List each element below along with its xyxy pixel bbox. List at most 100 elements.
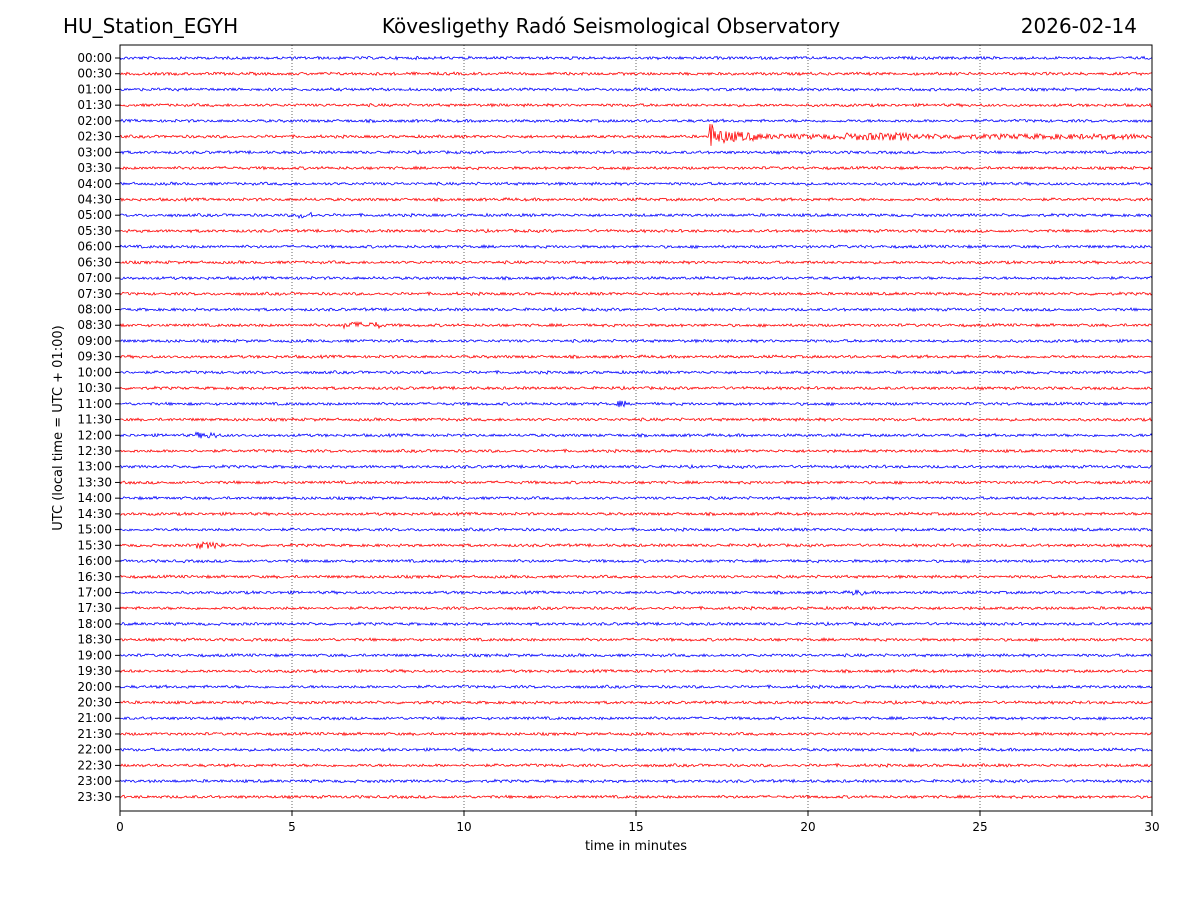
y-tick-label-03:30: 03:30 [77, 161, 112, 175]
y-tick-label-02:30: 02:30 [77, 130, 112, 144]
trace-15:00 [119, 526, 1153, 533]
trace-10:00 [119, 369, 1153, 375]
trace-06:00 [119, 243, 1153, 250]
y-tick-label-11:00: 11:00 [77, 397, 112, 411]
trace-18:30 [119, 636, 1153, 643]
trace-23:00 [119, 778, 1153, 784]
trace-02:00 [119, 118, 1153, 124]
x-tick-label-20: 20 [800, 820, 815, 834]
trace-16:30 [119, 574, 1153, 580]
y-tick-label-00:30: 00:30 [77, 67, 112, 81]
trace-21:30 [119, 731, 1153, 737]
y-tick-label-01:30: 01:30 [77, 98, 112, 112]
y-tick-label-03:00: 03:00 [77, 145, 112, 159]
y-tick-label-10:00: 10:00 [77, 365, 112, 379]
trace-05:00 [119, 211, 1153, 220]
x-axis-label: time in minutes [585, 839, 687, 854]
y-tick-label-04:30: 04:30 [77, 192, 112, 206]
y-tick-label-07:30: 07:30 [77, 287, 112, 301]
y-tick-label-12:00: 12:00 [77, 428, 112, 442]
trace-03:30 [119, 165, 1153, 171]
y-tick-label-16:30: 16:30 [77, 570, 112, 584]
y-tick-label-04:00: 04:00 [77, 177, 112, 191]
trace-17:00 [119, 589, 1153, 596]
trace-01:30 [119, 102, 1153, 108]
trace-11:30 [119, 417, 1153, 423]
y-tick-label-21:00: 21:00 [77, 711, 112, 725]
observatory-title: Kövesligethy Radó Seismological Observat… [381, 14, 841, 38]
y-tick-label-05:30: 05:30 [77, 224, 112, 238]
trace-14:30 [119, 511, 1153, 517]
trace-02:30 [119, 123, 1153, 146]
y-tick-label-17:30: 17:30 [77, 601, 112, 615]
trace-11:00 [119, 400, 1153, 408]
trace-19:30 [119, 668, 1153, 674]
x-tick-label-30: 30 [1144, 820, 1159, 834]
y-tick-label-20:00: 20:00 [77, 680, 112, 694]
trace-18:00 [119, 621, 1153, 627]
y-tick-label-22:00: 22:00 [77, 743, 112, 757]
trace-04:30 [119, 196, 1153, 203]
trace-17:30 [119, 605, 1153, 611]
y-tick-label-20:30: 20:30 [77, 696, 112, 710]
trace-22:30 [119, 762, 1153, 768]
y-tick-label-21:30: 21:30 [77, 727, 112, 741]
y-tick-label-13:00: 13:00 [77, 460, 112, 474]
trace-08:30 [119, 320, 1153, 330]
trace-19:00 [119, 652, 1153, 658]
trace-07:00 [119, 275, 1153, 281]
y-tick-label-12:30: 12:30 [77, 444, 112, 458]
trace-23:30 [119, 794, 1153, 800]
x-tick-label-10: 10 [456, 820, 471, 834]
y-tick-label-19:30: 19:30 [77, 664, 112, 678]
vertical-gridlines [291, 45, 981, 811]
y-tick-label-15:00: 15:00 [77, 523, 112, 537]
y-tick-label-19:00: 19:00 [77, 648, 112, 662]
trace-03:00 [119, 149, 1153, 155]
y-tick-label-06:30: 06:30 [77, 255, 112, 269]
y-tick-label-16:00: 16:00 [77, 554, 112, 568]
trace-20:30 [119, 699, 1153, 706]
x-tick-label-15: 15 [628, 820, 643, 834]
trace-06:30 [119, 259, 1153, 265]
trace-14:00 [119, 495, 1153, 501]
station-name: HU_Station_EGYH [63, 14, 239, 38]
trace-09:00 [119, 338, 1153, 344]
y-tick-label-23:00: 23:00 [77, 774, 112, 788]
y-tick-label-05:00: 05:00 [77, 208, 112, 222]
trace-05:30 [119, 228, 1153, 234]
y-tick-label-00:00: 00:00 [77, 51, 112, 65]
trace-00:00 [119, 55, 1153, 61]
y-tick-label-02:00: 02:00 [77, 114, 112, 128]
trace-20:00 [119, 684, 1153, 690]
y-tick-label-18:00: 18:00 [77, 617, 112, 631]
x-tick-label-5: 5 [288, 820, 296, 834]
y-tick-label-17:00: 17:00 [77, 585, 112, 599]
y-tick-label-11:30: 11:30 [77, 413, 112, 427]
y-tick-label-07:00: 07:00 [77, 271, 112, 285]
y-tick-label-09:30: 09:30 [77, 350, 112, 364]
trace-15:30 [119, 541, 1153, 550]
y-tick-label-13:30: 13:30 [77, 475, 112, 489]
trace-00:30 [119, 71, 1153, 77]
seismic-traces [119, 55, 1153, 800]
trace-12:30 [119, 448, 1153, 454]
y-tick-label-10:30: 10:30 [77, 381, 112, 395]
trace-07:30 [119, 291, 1153, 297]
x-axis-ticks: 0 5 10 15 20 25 30 [116, 811, 1160, 834]
y-tick-label-01:00: 01:00 [77, 82, 112, 96]
trace-13:00 [119, 463, 1153, 470]
trace-08:00 [119, 306, 1153, 313]
y-tick-label-18:30: 18:30 [77, 633, 112, 647]
trace-13:30 [119, 479, 1153, 485]
y-tick-label-14:00: 14:00 [77, 491, 112, 505]
y-tick-label-08:30: 08:30 [77, 318, 112, 332]
y-tick-label-06:00: 06:00 [77, 240, 112, 254]
trace-21:00 [119, 715, 1153, 721]
trace-16:00 [119, 558, 1153, 564]
y-tick-label-14:30: 14:30 [77, 507, 112, 521]
y-tick-label-23:30: 23:30 [77, 790, 112, 804]
trace-12:00 [119, 431, 1153, 439]
